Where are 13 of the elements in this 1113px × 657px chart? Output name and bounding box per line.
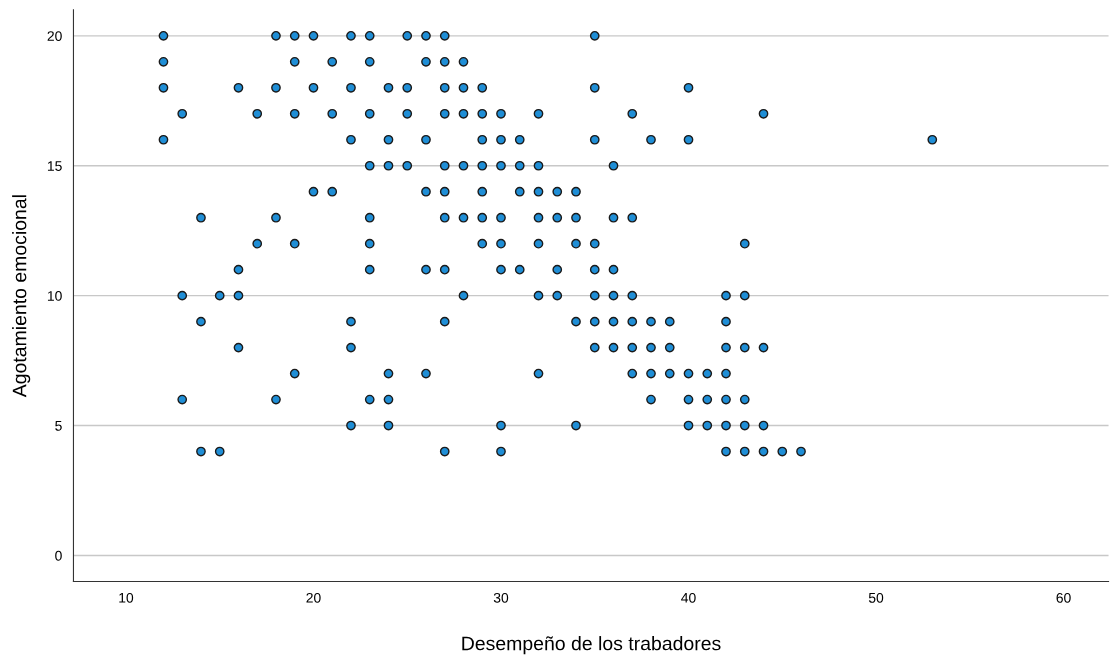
x-axis-title: Desempeño de los trabadores (462, 636, 721, 655)
x-tick-label: 10 (119, 592, 134, 603)
x-tick-label: 20 (306, 592, 321, 603)
x-tick-label: 40 (681, 592, 696, 603)
y-tick-label: 20 (47, 31, 62, 42)
x-tick-label: 50 (868, 592, 884, 603)
y-tick-label: 5 (55, 421, 62, 431)
y-tick-label: 15 (47, 161, 62, 171)
x-tick-label: 30 (493, 592, 509, 603)
y-tick-label: 0 (55, 550, 62, 561)
x-tick-label: 60 (1056, 592, 1071, 603)
y-tick-label: 10 (47, 290, 62, 301)
y-axis-title: Agotamiento emocional (12, 195, 31, 398)
